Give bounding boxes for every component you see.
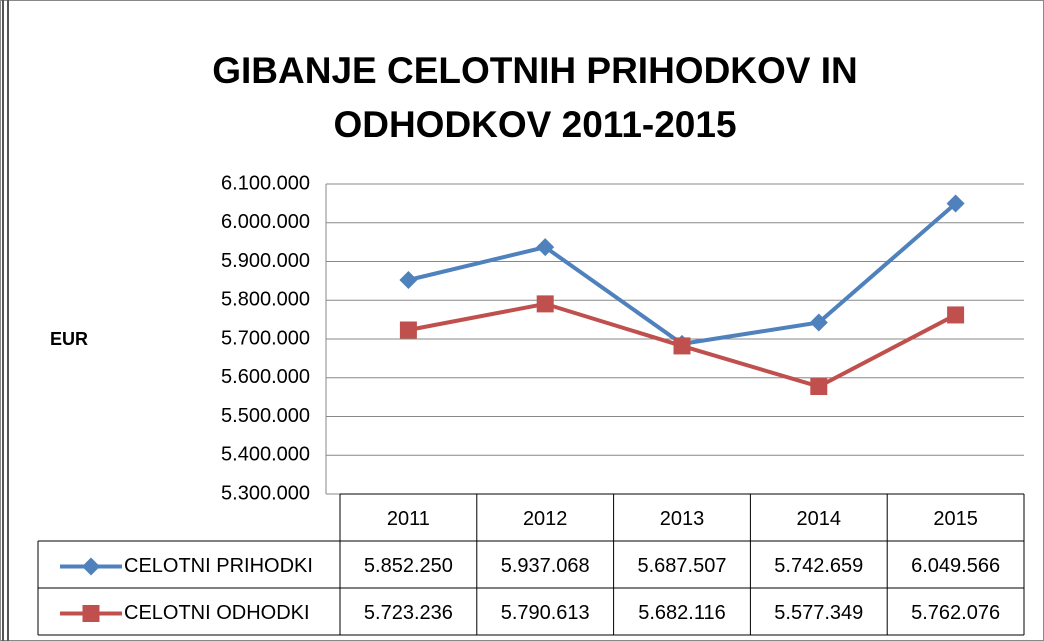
chart-title: GIBANJE CELOTNIH PRIHODKOV IN ODHODKOV 2… — [212, 50, 858, 145]
data-point — [947, 306, 965, 324]
table-value: 5.937.068 — [501, 555, 590, 577]
table-value: 5.682.116 — [638, 602, 726, 624]
y-tick-label: 5.500.000 — [221, 405, 310, 427]
table-value: 6.049.566 — [911, 555, 1000, 577]
series-line — [407, 202, 957, 346]
y-tick-label: 5.300.000 — [221, 482, 310, 504]
table-value: 5.687.507 — [638, 555, 727, 577]
table-value: 5.762.076 — [911, 602, 1000, 624]
legend-marker — [82, 605, 100, 622]
y-tick-label: 5.800.000 — [221, 289, 310, 311]
y-tick-label: 5.400.000 — [221, 444, 310, 466]
legend-marker — [82, 557, 100, 576]
y-tick-label: 5.700.000 — [221, 327, 310, 349]
x-tick-label: 2014 — [797, 508, 842, 530]
y-tick-label: 5.600.000 — [221, 366, 310, 388]
x-tick-label: 2013 — [660, 508, 705, 530]
table-value: 5.723.236 — [364, 602, 453, 624]
table-value: 5.577.349 — [774, 602, 863, 624]
x-tick-label: 2012 — [523, 508, 568, 530]
data-point — [536, 295, 554, 313]
table-value: 5.790.613 — [501, 602, 590, 624]
data-point — [673, 337, 691, 355]
table-value: 5.742.659 — [774, 555, 863, 577]
legend-label: CELOTNI ODHODKI — [124, 602, 310, 624]
y-axis-label: EUR — [50, 329, 88, 349]
data-point — [946, 194, 965, 213]
x-tick-label: 2011 — [387, 508, 430, 530]
data-point — [399, 271, 418, 290]
data-point — [809, 313, 828, 332]
data-point — [536, 238, 555, 257]
y-tick-label: 5.900.000 — [221, 250, 310, 272]
data-point — [810, 378, 828, 396]
y-tick-label: 6.000.000 — [221, 211, 310, 233]
data-point — [399, 321, 417, 339]
x-tick-label: 2015 — [933, 508, 978, 530]
table-value: 5.852.250 — [364, 555, 453, 577]
legend-label: CELOTNI PRIHODKI — [124, 555, 313, 577]
y-tick-label: 6.100.000 — [221, 172, 310, 194]
